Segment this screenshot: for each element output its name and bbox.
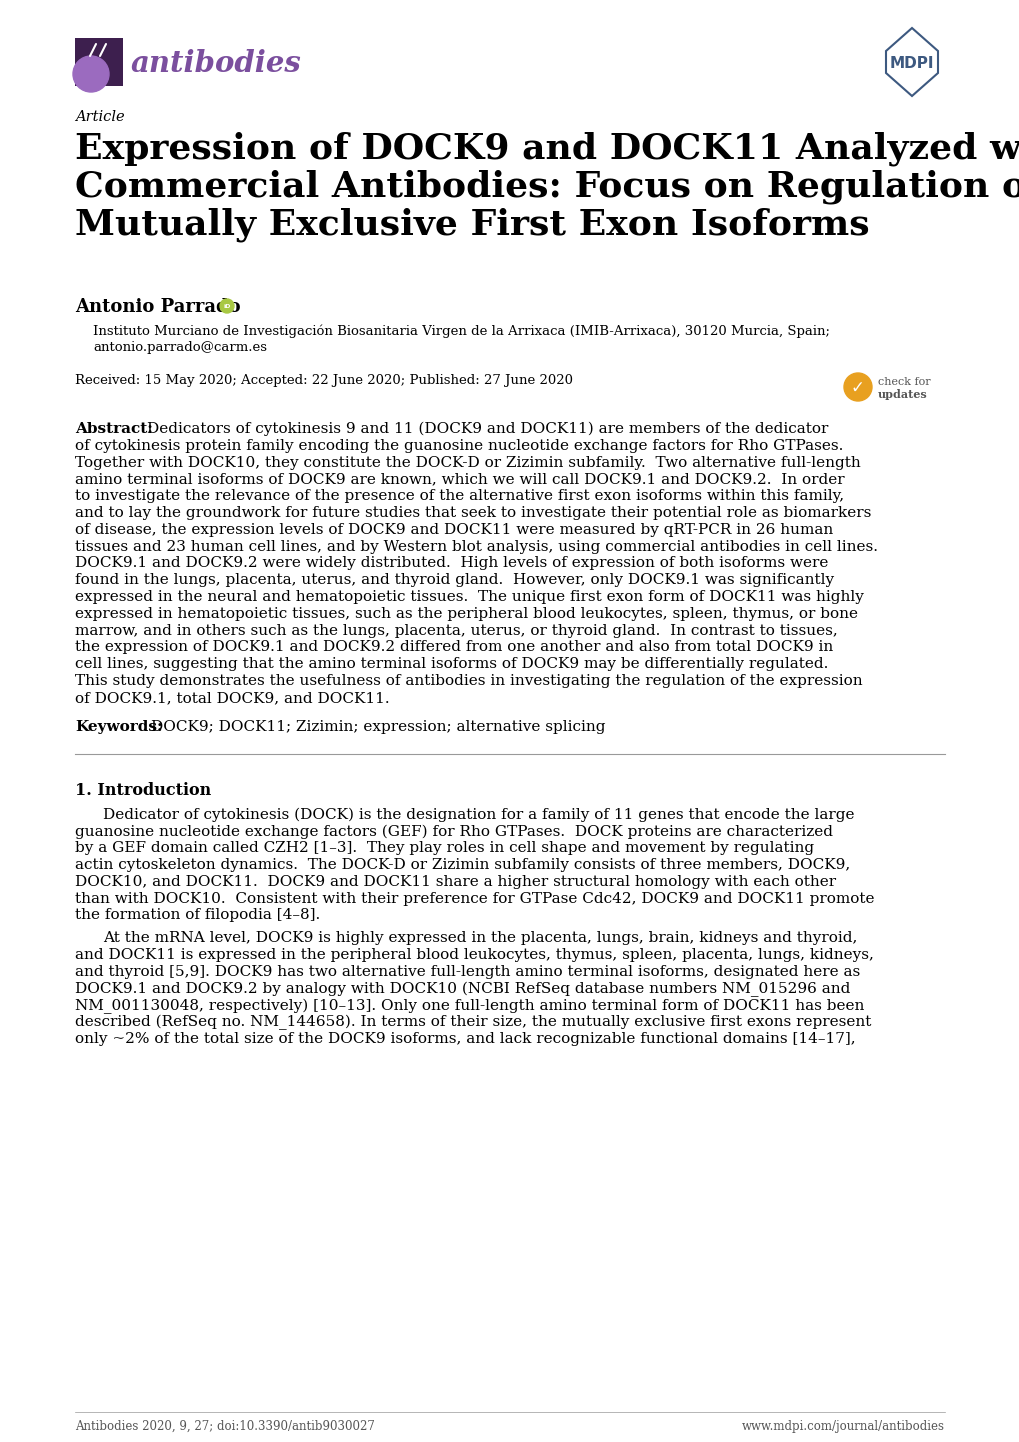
Text: DOCK9.1 and DOCK9.2 by analogy with DOCK10 (NCBI RefSeq database numbers NM_0152: DOCK9.1 and DOCK9.2 by analogy with DOCK… (75, 982, 850, 996)
Text: MDPI: MDPI (889, 56, 933, 72)
Text: the formation of filopodia [4–8].: the formation of filopodia [4–8]. (75, 908, 320, 923)
Text: DOCK10, and DOCK11.  DOCK9 and DOCK11 share a higher structural homology with ea: DOCK10, and DOCK11. DOCK9 and DOCK11 sha… (75, 875, 836, 888)
Text: expressed in hematopoietic tissues, such as the peripheral blood leukocytes, spl: expressed in hematopoietic tissues, such… (75, 607, 857, 622)
Text: cell lines, suggesting that the amino terminal isoforms of DOCK9 may be differen: cell lines, suggesting that the amino te… (75, 658, 827, 671)
Text: Antonio Parrado: Antonio Parrado (75, 298, 240, 316)
Text: 1. Introduction: 1. Introduction (75, 782, 211, 799)
Text: of cytokinesis protein family encoding the guanosine nucleotide exchange factors: of cytokinesis protein family encoding t… (75, 438, 843, 453)
Text: Abstract:: Abstract: (75, 423, 153, 435)
Text: www.mdpi.com/journal/antibodies: www.mdpi.com/journal/antibodies (741, 1420, 944, 1433)
Text: Expression of DOCK9 and DOCK11 Analyzed with: Expression of DOCK9 and DOCK11 Analyzed … (75, 131, 1019, 166)
FancyBboxPatch shape (75, 37, 123, 87)
Circle shape (220, 298, 233, 313)
Text: expressed in the neural and hematopoietic tissues.  The unique first exon form o: expressed in the neural and hematopoieti… (75, 590, 863, 604)
Text: of DOCK9.1, total DOCK9, and DOCK11.: of DOCK9.1, total DOCK9, and DOCK11. (75, 691, 389, 705)
Text: of disease, the expression levels of DOCK9 and DOCK11 were measured by qRT-PCR i: of disease, the expression levels of DOC… (75, 523, 833, 536)
Text: amino terminal isoforms of DOCK9 are known, which we will call DOCK9.1 and DOCK9: amino terminal isoforms of DOCK9 are kno… (75, 473, 844, 486)
Text: to investigate the relevance of the presence of the alternative first exon isofo: to investigate the relevance of the pres… (75, 489, 844, 503)
Text: check for: check for (877, 376, 929, 386)
Text: This study demonstrates the usefulness of antibodies in investigating the regula: This study demonstrates the usefulness o… (75, 673, 862, 688)
Text: described (RefSeq no. NM_144658). In terms of their size, the mutually exclusive: described (RefSeq no. NM_144658). In ter… (75, 1015, 870, 1031)
Text: than with DOCK10.  Consistent with their preference for GTPase Cdc42, DOCK9 and : than with DOCK10. Consistent with their … (75, 891, 873, 906)
Text: and to lay the groundwork for future studies that seek to investigate their pote: and to lay the groundwork for future stu… (75, 506, 870, 521)
Text: actin cytoskeleton dynamics.  The DOCK-D or Zizimin subfamily consists of three : actin cytoskeleton dynamics. The DOCK-D … (75, 858, 850, 872)
Text: ✓: ✓ (849, 379, 863, 397)
Text: Instituto Murciano de Investigación Biosanitaria Virgen de la Arrixaca (IMIB-Arr: Instituto Murciano de Investigación Bios… (93, 324, 829, 337)
Text: At the mRNA level, DOCK9 is highly expressed in the placenta, lungs, brain, kidn: At the mRNA level, DOCK9 is highly expre… (103, 932, 857, 945)
Text: marrow, and in others such as the lungs, placenta, uterus, or thyroid gland.  In: marrow, and in others such as the lungs,… (75, 623, 837, 637)
Circle shape (843, 373, 871, 401)
Text: by a GEF domain called CZH2 [1–3].  They play roles in cell shape and movement b: by a GEF domain called CZH2 [1–3]. They … (75, 841, 813, 855)
Text: DOCK9; DOCK11; Zizimin; expression; alternative splicing: DOCK9; DOCK11; Zizimin; expression; alte… (151, 720, 605, 734)
Text: antibodies: antibodies (130, 49, 302, 78)
Text: NM_001130048, respectively) [10–13]. Only one full-length amino terminal form of: NM_001130048, respectively) [10–13]. Onl… (75, 998, 863, 1014)
Text: Mutually Exclusive First Exon Isoforms: Mutually Exclusive First Exon Isoforms (75, 208, 869, 241)
Text: Article: Article (75, 110, 124, 124)
Text: Antibodies 2020, 9, 27; doi:10.3390/antib9030027: Antibodies 2020, 9, 27; doi:10.3390/anti… (75, 1420, 375, 1433)
Text: Received: 15 May 2020; Accepted: 22 June 2020; Published: 27 June 2020: Received: 15 May 2020; Accepted: 22 June… (75, 373, 573, 386)
Text: Dedicator of cytokinesis (DOCK) is the designation for a family of 11 genes that: Dedicator of cytokinesis (DOCK) is the d… (103, 808, 854, 822)
Text: Dedicators of cytokinesis 9 and 11 (DOCK9 and DOCK11) are members of the dedicat: Dedicators of cytokinesis 9 and 11 (DOCK… (147, 423, 827, 437)
Text: antonio.parrado@carm.es: antonio.parrado@carm.es (93, 340, 267, 353)
Circle shape (73, 56, 109, 92)
Text: only ~2% of the total size of the DOCK9 isoforms, and lack recognizable function: only ~2% of the total size of the DOCK9 … (75, 1032, 855, 1045)
Text: Commercial Antibodies: Focus on Regulation of: Commercial Antibodies: Focus on Regulati… (75, 169, 1019, 203)
Text: tissues and 23 human cell lines, and by Western blot analysis, using commercial : tissues and 23 human cell lines, and by … (75, 539, 877, 554)
Text: DOCK9.1 and DOCK9.2 were widely distributed.  High levels of expression of both : DOCK9.1 and DOCK9.2 were widely distribu… (75, 557, 827, 571)
Polygon shape (886, 27, 937, 97)
Text: the expression of DOCK9.1 and DOCK9.2 differed from one another and also from to: the expression of DOCK9.1 and DOCK9.2 di… (75, 640, 833, 655)
Text: and thyroid [5,9]. DOCK9 has two alternative full-length amino terminal isoforms: and thyroid [5,9]. DOCK9 has two alterna… (75, 965, 859, 979)
Text: iD: iD (223, 304, 230, 309)
Text: found in the lungs, placenta, uterus, and thyroid gland.  However, only DOCK9.1 : found in the lungs, placenta, uterus, an… (75, 574, 834, 587)
Text: Keywords:: Keywords: (75, 720, 162, 734)
Text: Together with DOCK10, they constitute the DOCK-D or Zizimin subfamily.  Two alte: Together with DOCK10, they constitute th… (75, 456, 860, 470)
Text: guanosine nucleotide exchange factors (GEF) for Rho GTPases.  DOCK proteins are : guanosine nucleotide exchange factors (G… (75, 825, 833, 839)
Text: and DOCK11 is expressed in the peripheral blood leukocytes, thymus, spleen, plac: and DOCK11 is expressed in the periphera… (75, 947, 873, 962)
Text: updates: updates (877, 388, 927, 399)
